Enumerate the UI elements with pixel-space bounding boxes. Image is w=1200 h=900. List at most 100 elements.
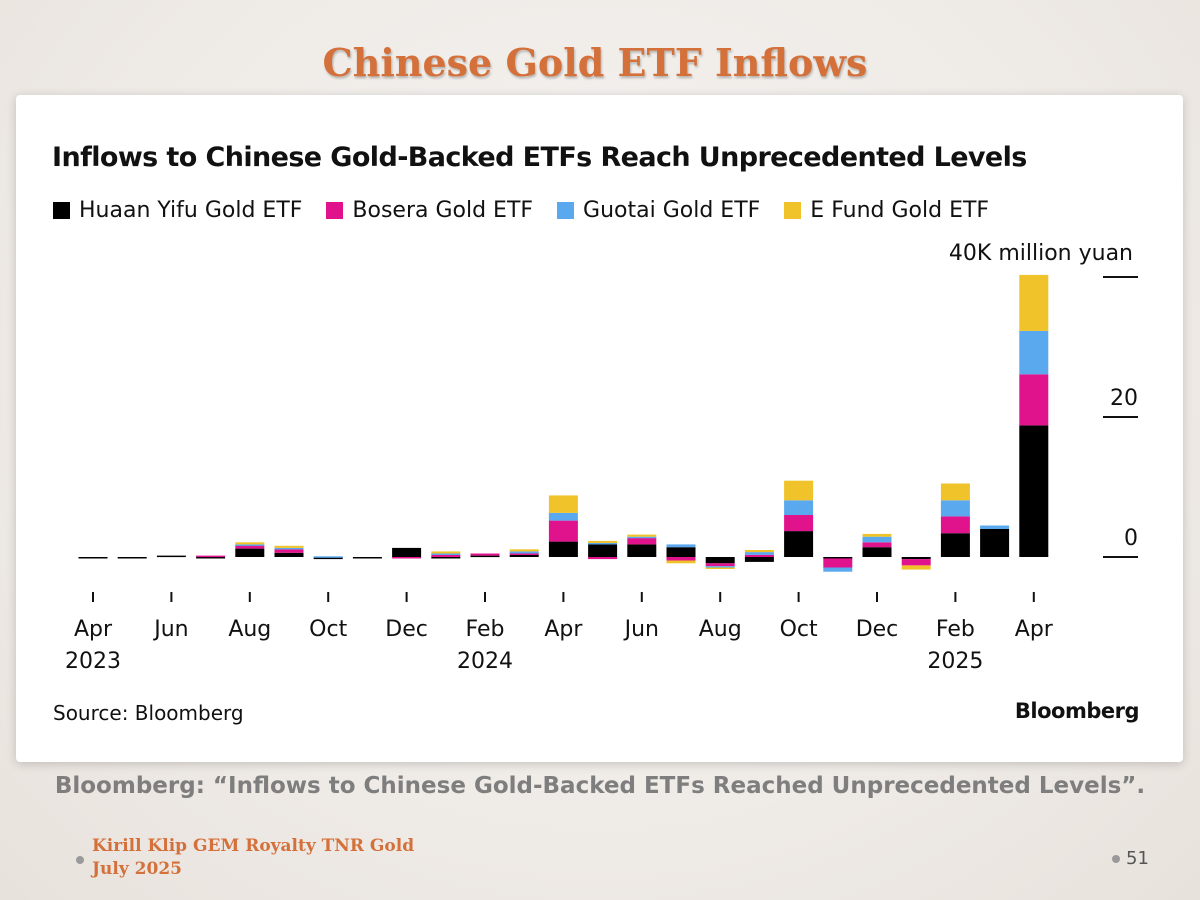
legend-item-huaan: Huaan Yifu Gold ETF <box>53 198 302 223</box>
bar-segment-2024-04-s3 <box>548 495 578 513</box>
x-tick-label-0: Apr <box>74 617 113 642</box>
x-tick-label-14: Jun <box>623 617 659 642</box>
slide-title: Chinese Gold ETF Inflows <box>322 40 868 85</box>
x-tick-label-18: Oct <box>780 617 818 642</box>
bar-segment-2024-06-s1 <box>627 538 657 545</box>
bar-segment-2023-09-s2 <box>274 547 304 550</box>
x-tick-label-10: Feb <box>466 617 505 642</box>
legend-item-bosera: Bosera Gold ETF <box>326 198 533 223</box>
legend-label-bosera: Bosera Gold ETF <box>352 198 534 223</box>
bar-segment-2024-01-s1 <box>431 554 461 557</box>
bar-segment-2024-07-s1 <box>666 557 696 561</box>
x-tick-label-24: Apr <box>1015 617 1054 642</box>
legend-label-huaan: Huaan Yifu Gold ETF <box>79 198 303 223</box>
footer-bullet-left <box>76 856 84 864</box>
bar-segment-2024-10-s0 <box>784 531 814 557</box>
bar-segment-2023-10-s2 <box>313 556 343 558</box>
bar-segment-2023-09-s0 <box>274 552 304 557</box>
x-tick-year-0: 2023 <box>65 649 121 674</box>
bar-segment-2023-10-s0 <box>313 557 343 560</box>
chart-legend: Huaan Yifu Gold ETF Bosera Gold ETF Guot… <box>53 198 989 223</box>
bar-segment-2024-05-s1 <box>588 557 618 560</box>
bar-segment-2024-06-s0 <box>627 544 657 557</box>
bar-segment-2024-06-s2 <box>627 536 657 539</box>
bar-segment-2025-03-s2 <box>980 525 1010 529</box>
x-tick-year-10: 2024 <box>457 649 513 674</box>
bar-segment-2025-02-s3 <box>940 483 970 501</box>
bar-segment-2023-08-s3 <box>235 542 265 545</box>
bar-segment-2023-06-s0 <box>156 555 186 558</box>
legend-label-efund: E Fund Gold ETF <box>810 198 990 223</box>
bar-segment-2025-01-s1 <box>901 559 931 566</box>
bar-segment-2024-06-s3 <box>627 534 657 537</box>
x-tick-label-22: Feb <box>936 617 975 642</box>
bar-segment-2024-01-s0 <box>431 557 461 559</box>
x-tick-label-12: Apr <box>544 617 583 642</box>
bar-segment-2023-05-s0 <box>117 557 147 559</box>
bar-segment-2023-09-s3 <box>274 545 304 548</box>
bar-segment-2024-10-s2 <box>784 500 814 515</box>
bar-segment-2023-11-s0 <box>352 557 382 559</box>
x-tick-label-2: Jun <box>152 617 188 642</box>
bar-segment-2025-04-s2 <box>1019 330 1049 375</box>
page-number: 51 <box>1126 848 1149 869</box>
bar-segment-2025-02-s2 <box>940 500 970 517</box>
bar-segment-2025-01-s3 <box>901 565 931 570</box>
bar-segment-2024-05-s3 <box>588 540 618 543</box>
bar-segment-2024-01-s3 <box>431 551 461 554</box>
bar-segment-2024-05-s0 <box>588 544 618 557</box>
bar-segment-2024-12-s1 <box>862 542 892 548</box>
bar-segment-2024-09-s3 <box>744 550 774 553</box>
bar-segment-2024-09-s0 <box>744 557 774 562</box>
chart-plot-area: 20 0 Apr 2023 Jun Aug Oct Dec Feb 2024 Apr Jun Aug Oc… <box>65 274 1138 674</box>
bar-segment-2024-07-s3 <box>666 560 696 564</box>
bar-segment-2024-03-s3 <box>509 549 539 552</box>
bar-segment-2024-03-s0 <box>509 554 539 557</box>
slide-caption: Bloomberg: “Inflows to Chinese Gold-Back… <box>54 773 1146 799</box>
bar-segment-2025-04-s0 <box>1019 425 1049 557</box>
bar-segment-2023-08-s0 <box>235 548 265 557</box>
legend-swatch-bosera <box>326 202 344 219</box>
x-tick-year-22: 2025 <box>927 649 983 674</box>
x-tick-label-6: Oct <box>309 617 347 642</box>
bar-segment-2024-11-s0 <box>823 557 853 559</box>
legend-label-guotai: Guotai Gold ETF <box>583 198 761 223</box>
legend-item-guotai: Guotai Gold ETF <box>557 198 760 223</box>
chart-card: Inflows to Chinese Gold-Backed ETFs Reac… <box>16 95 1183 762</box>
bar-segment-2025-04-s3 <box>1019 274 1049 331</box>
bar-segment-2024-03-s1 <box>509 553 539 555</box>
legend-swatch-huaan <box>53 202 70 219</box>
bar-segment-2024-12-s2 <box>862 536 892 543</box>
bar-segment-2024-09-s2 <box>744 552 774 555</box>
chart-title: Inflows to Chinese Gold-Backed ETFs Reac… <box>52 142 1027 173</box>
bar-segment-2024-10-s3 <box>784 480 814 501</box>
bar-segment-2024-05-s2 <box>588 543 618 545</box>
bar-segment-2024-08-s3 <box>705 567 735 569</box>
bar-segment-2024-03-s2 <box>509 551 539 554</box>
bloomberg-logo: Bloomberg <box>1014 699 1140 723</box>
bar-segment-2023-07-s1 <box>196 555 226 558</box>
bar-segment-2024-04-s2 <box>548 512 578 521</box>
bar-segment-2024-12-s3 <box>862 533 892 537</box>
bar-segment-2024-02-s0 <box>470 555 500 558</box>
bar-segment-2025-02-s1 <box>940 516 970 534</box>
bar-segment-2023-12-s0 <box>392 547 422 557</box>
bar-segment-2023-08-s1 <box>235 545 265 549</box>
bar-segment-2023-08-s2 <box>235 544 265 546</box>
bar-segment-2024-10-s1 <box>784 515 814 532</box>
y-tick-label-20: 20 <box>1110 386 1138 411</box>
footer-bullet-right <box>1112 855 1120 863</box>
x-tick-label-4: Aug <box>228 617 271 642</box>
x-tick-label-16: Aug <box>699 617 742 642</box>
bar-segment-2025-04-s1 <box>1019 374 1049 426</box>
bar-segment-2023-04-s0 <box>78 557 108 559</box>
chart-source: Source: Bloomberg <box>53 701 244 725</box>
y-tick-label-0: 0 <box>1124 526 1138 551</box>
bar-segment-2023-09-s1 <box>274 549 304 553</box>
bar-segment-2024-11-s2 <box>823 567 853 572</box>
legend-swatch-efund <box>784 202 802 219</box>
y-axis-unit-label: 40K million yuan <box>948 241 1133 266</box>
bar-segment-2025-01-s0 <box>901 557 931 560</box>
footer-date: July 2025 <box>92 859 182 879</box>
bar-segment-2024-07-s0 <box>666 547 696 557</box>
